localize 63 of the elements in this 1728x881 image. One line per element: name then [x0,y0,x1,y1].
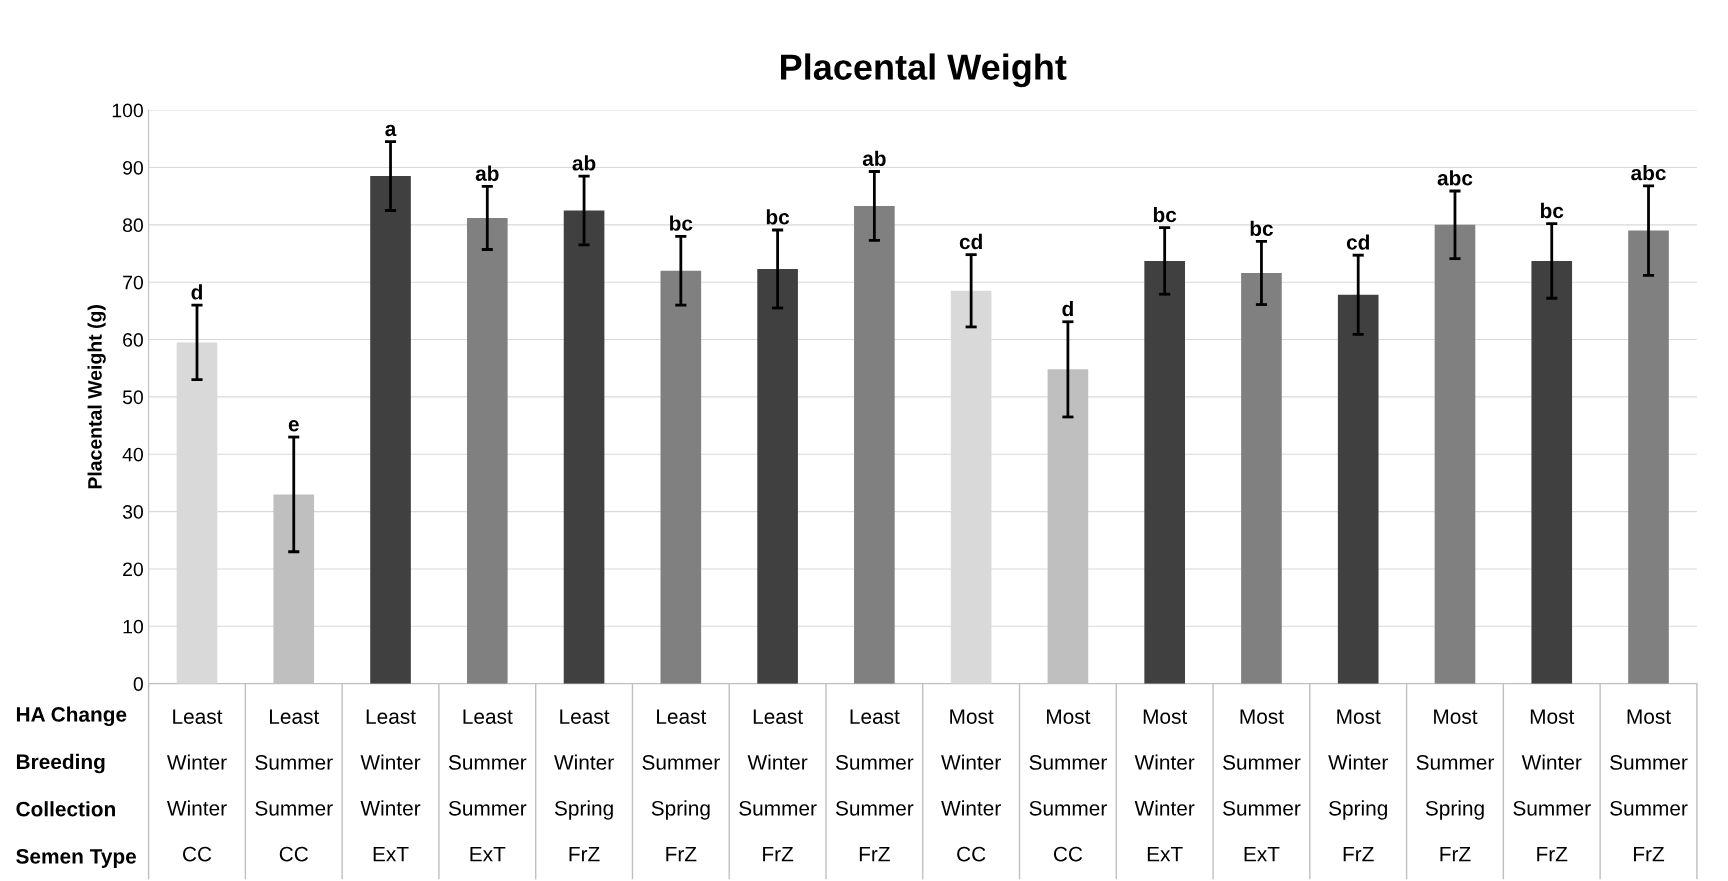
y-tick-label: 60 [123,333,143,347]
category-label: Least Summer Summer FrZ [835,709,914,862]
bar [1434,224,1476,684]
y-tick-label: 20 [123,562,143,577]
bar [660,270,702,684]
category-label: Least Winter Summer FrZ [739,709,817,862]
y-tick-label: 100 [112,103,143,118]
data-label: bc [1250,220,1273,236]
category-label: Most Summer Summer FrZ [1610,709,1688,862]
y-tick-label: 90 [123,160,143,175]
category-label: Least Winter Winter CC [166,709,227,862]
text: Semen Type [16,849,137,868]
data-label: bc [766,209,790,225]
category-label: Least Summer Spring FrZ [642,709,720,862]
data-label: ab [475,165,499,181]
bar [563,210,605,684]
bar [273,494,315,684]
y-tick-label: 10 [123,619,143,634]
category-label: Most Summer Summer ExT [1223,709,1301,862]
category-label: Least Summer Summer CC [255,709,333,862]
data-label: a [385,124,397,137]
bar [1337,294,1379,684]
data-label: d [1062,300,1073,317]
category-label: Most Winter Winter CC [941,709,1001,862]
bar [757,268,798,684]
data-label: cd [959,233,982,250]
category-label: Least Winter Winter ExT [360,709,421,862]
chart-title: Placental Weight [781,53,1067,88]
bar [370,176,411,684]
text: Collection [16,801,115,817]
data-label: bc [1153,206,1177,223]
text: HA Change [16,706,127,727]
data-label: cd [1346,234,1369,250]
bar [1144,260,1185,684]
data-label: bc [1540,202,1564,219]
data-label: bc [670,215,693,231]
bar [466,217,508,684]
data-label: ab [862,150,886,166]
y-tick-label: 40 [122,447,143,462]
category-label: Most Winter Winter ExT [1134,709,1195,862]
category-label: Most Summer Spring FrZ [1416,709,1494,862]
category-label: Most Summer Summer CC [1029,709,1107,862]
bar [1241,273,1282,684]
bar [1628,230,1669,684]
data-label: abc [1631,165,1666,181]
y-tick-label: 70 [123,275,143,290]
data-label: e [288,420,299,432]
data-label: abc [1437,170,1473,186]
bar [1531,260,1573,684]
bar [854,205,895,684]
y-tick-label: 50 [122,390,143,405]
bar [1047,369,1089,684]
data-label: d [191,284,202,300]
y-tick-label: 0 [133,677,143,691]
y-tick-label: 30 [122,505,143,519]
y-axis-title: Placental Weight (g) [87,305,106,489]
category-label: Most Winter Summer FrZ [1513,709,1591,862]
data-label: ab [572,155,596,171]
text: Breeding [16,753,105,774]
y-tick-label: 80 [122,218,143,233]
category-label: Least Winter Spring FrZ [554,709,614,862]
category-label: Least Summer Summer ExT [448,709,527,862]
category-label: Most Winter Spring FrZ [1328,709,1388,862]
